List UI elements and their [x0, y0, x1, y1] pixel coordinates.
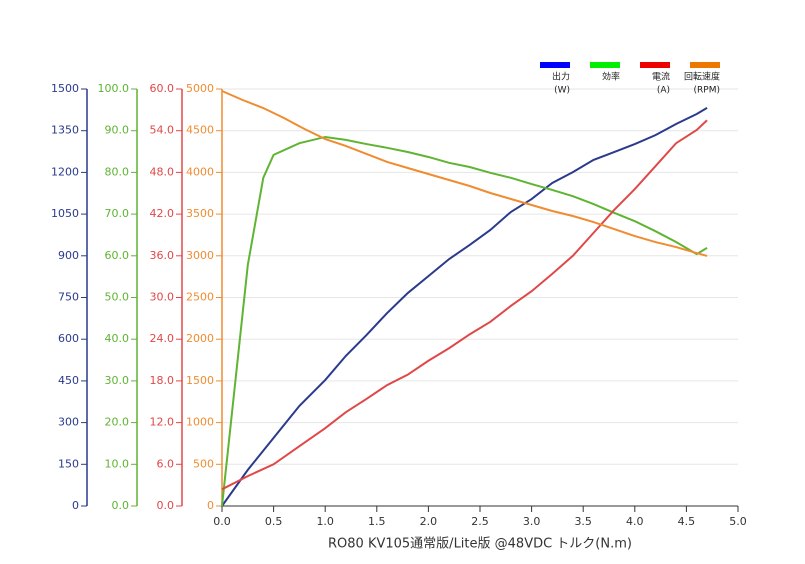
legend-unit: (A) [657, 86, 670, 96]
y-tick-label: 10.0 [105, 457, 130, 470]
y-tick-label: 4500 [186, 124, 214, 137]
series-line [221, 135, 708, 507]
y-tick-label: 5000 [186, 82, 214, 95]
y-tick-label: 1500 [51, 82, 79, 95]
y-tick-label: 48.0 [150, 165, 175, 178]
y-tick-label: 12.0 [150, 416, 175, 429]
x-tick-label: 4.0 [626, 515, 644, 528]
y-tick-label: 1000 [186, 416, 214, 429]
series-line [221, 119, 708, 491]
x-tick-label: 0.5 [265, 515, 283, 528]
y-tick-label: 30.0 [150, 291, 175, 304]
legend-label: 出力 [552, 71, 570, 83]
y-tick-label: 2500 [186, 291, 214, 304]
y-tick-label: 30.0 [105, 374, 130, 387]
legend-swatch [590, 62, 620, 68]
y-tick-label: 6.0 [157, 457, 175, 470]
legend-label: 効率 [602, 71, 620, 83]
y-tick-label: 40.0 [105, 332, 130, 345]
y-tick-label: 60.0 [150, 82, 175, 95]
legend-label: 回転速度 [684, 71, 720, 83]
y-tick-label: 80.0 [105, 165, 130, 178]
y-tick-label: 3500 [186, 207, 214, 220]
y-tick-label: 50.0 [105, 291, 130, 304]
x-tick-label: 3.0 [523, 515, 541, 528]
x-axis-label: RO80 KV105通常版/Lite版 @48VDC トルク(N.m) [328, 537, 632, 552]
y-tick-label: 0.0 [112, 499, 130, 512]
y-tick-label: 1200 [51, 165, 79, 178]
legend-unit: (W) [554, 86, 570, 96]
y-tick-label: 450 [58, 374, 79, 387]
x-tick-label: 3.5 [574, 515, 592, 528]
y-tick-label: 2000 [186, 332, 214, 345]
legend-swatch [640, 62, 670, 68]
x-tick-label: 1.0 [316, 515, 334, 528]
y-tick-label: 100.0 [98, 82, 130, 95]
y-tick-label: 150 [58, 457, 79, 470]
y-tick-label: 500 [193, 457, 214, 470]
y-tick-label: 0.0 [157, 499, 175, 512]
y-tick-label: 3000 [186, 249, 214, 262]
y-tick-label: 750 [58, 291, 79, 304]
legend-swatch [540, 62, 570, 68]
y-tick-label: 1500 [186, 374, 214, 387]
y-tick-label: 0 [72, 499, 79, 512]
y-tick-label: 20.0 [105, 416, 130, 429]
x-tick-label: 4.5 [678, 515, 696, 528]
series-line [221, 107, 708, 507]
y-tick-label: 42.0 [150, 207, 175, 220]
y-tick-label: 70.0 [105, 207, 130, 220]
y-tick-label: 18.0 [150, 374, 175, 387]
x-tick-label: 5.0 [729, 515, 747, 528]
legend-unit: (RPM) [694, 86, 720, 96]
y-tick-label: 24.0 [150, 332, 175, 345]
y-tick-label: 1050 [51, 207, 79, 220]
x-tick-label: 1.5 [368, 515, 386, 528]
y-tick-label: 600 [58, 332, 79, 345]
legend-label: 電流 [652, 71, 670, 83]
y-tick-label: 36.0 [150, 249, 175, 262]
legend-swatch [690, 62, 720, 68]
x-tick-label: 2.0 [420, 515, 438, 528]
y-tick-label: 90.0 [105, 124, 130, 137]
y-tick-label: 1350 [51, 124, 79, 137]
y-tick-label: 4000 [186, 165, 214, 178]
x-tick-label: 0.0 [213, 515, 231, 528]
x-tick-label: 2.5 [471, 515, 489, 528]
y-tick-label: 300 [58, 416, 79, 429]
y-tick-label: 60.0 [105, 249, 130, 262]
y-tick-label: 900 [58, 249, 79, 262]
series-line [221, 90, 708, 257]
y-tick-label: 0 [207, 499, 214, 512]
y-tick-label: 54.0 [150, 124, 175, 137]
